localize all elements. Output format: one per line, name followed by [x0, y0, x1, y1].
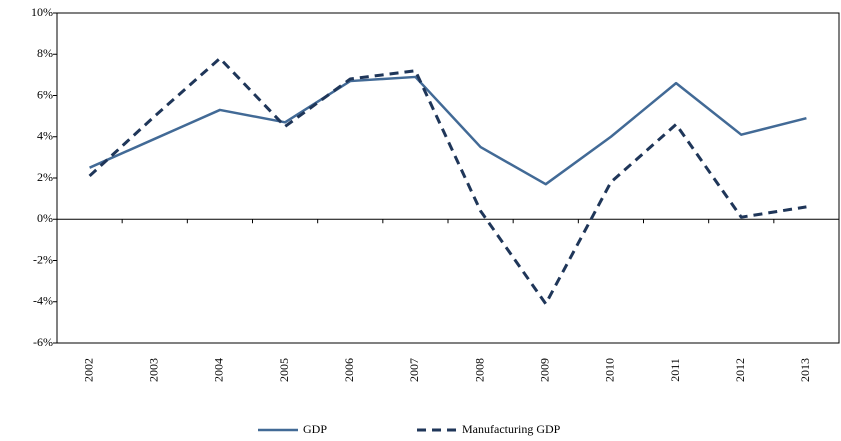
x-tick-label: 2013 [798, 358, 812, 382]
x-tick-label: 2006 [342, 358, 356, 382]
y-tick-label: 6% [37, 87, 53, 101]
y-tick-label: -6% [33, 335, 53, 349]
y-tick-label: 0% [37, 211, 53, 225]
series-line [89, 75, 807, 186]
x-tick-label: 2009 [538, 358, 552, 382]
y-tick-label: -4% [33, 294, 53, 308]
x-tick-label: 2011 [668, 358, 682, 382]
plot-frame [56, 12, 840, 344]
x-tick-label: 2004 [212, 358, 226, 382]
x-tick-label: 2008 [472, 358, 486, 382]
series-line [88, 56, 807, 306]
x-tick-label: 2005 [277, 358, 291, 382]
y-tick-label: 8% [37, 46, 53, 60]
y-tick-label: 10% [31, 5, 53, 19]
x-tick-label: 2007 [407, 358, 421, 382]
x-tick-label: 2003 [147, 358, 161, 382]
y-tick-label: 2% [37, 170, 53, 184]
x-tick-label: 2002 [81, 358, 95, 382]
legend-label: GDP [303, 422, 327, 436]
legend-label: Manufacturing GDP [462, 422, 561, 436]
x-tick-label: 2012 [733, 358, 747, 382]
x-tick-label: 2010 [603, 358, 617, 382]
y-tick-label: -2% [33, 252, 53, 266]
y-tick-label: 4% [37, 129, 53, 143]
